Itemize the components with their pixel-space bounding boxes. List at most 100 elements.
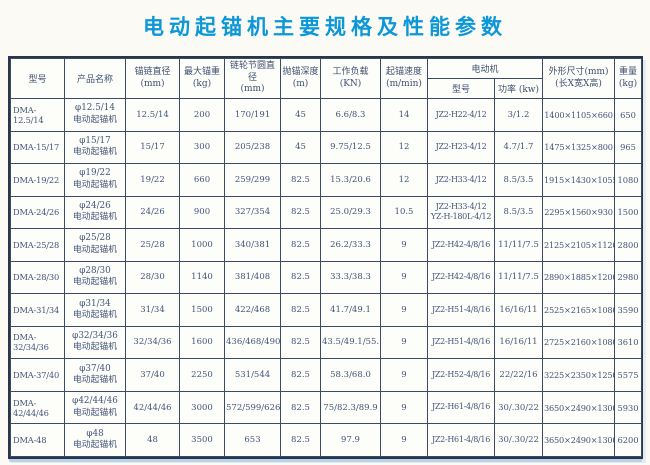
cell-chain-diameter: 32/34/36 [125,325,180,360]
cell-sprocket-diameter: 381/408 [224,260,281,295]
cell-anchor-depth: 82.5 [280,390,321,425]
product-type: 电动起锚机 [73,114,117,125]
cell-max-anchor-weight: 900 [179,195,225,230]
header-hoisting-speed: 起锚速度 (m/min) [380,58,428,99]
cell-model: DMA-48 [10,423,65,457]
cell-max-anchor-weight: 1500 [179,293,225,327]
motor-model-1: JZ2-H42-4/8/16 [432,272,490,282]
cell-chain-diameter: 31/34 [125,293,180,327]
header-speed-label: 起锚速度 [385,66,422,77]
header-sprocket-diameter: 链轮节圆直径 (mm) [224,58,281,99]
cell-motor-power: 4.7/1.7 [493,130,544,165]
header-weight-label: 重量 [619,66,638,77]
cell-weight: 2800 [614,228,643,262]
cell-motor-model: JZ2-H52-4/8/16 [427,358,495,392]
cell-chain-diameter: 25/28 [125,228,180,262]
motor-model-1: JZ2-H52-4/8/16 [432,369,490,379]
header-speed-unit: (m/min) [386,78,422,89]
cell-weight: 1500 [614,195,643,230]
product-type: 电动起锚机 [73,309,117,320]
cell-product-name: φ12.5/14 电动起锚机 [64,98,126,132]
cell-hoisting-speed: 12 [380,130,428,165]
cell-chain-diameter: 15/17 [125,130,180,165]
cell-product-name: φ15/17 电动起锚机 [64,130,126,165]
cell-working-load: 25.0/29.3 [320,195,381,230]
cell-working-load: 6.6/8.3 [320,98,381,132]
header-row-1: 型号 产品名称 锚链直径 (mm) 最大锚重 (kg) 链轮节圆直径 (mm) 抛锚深… [10,58,643,99]
header-anchor-label: 最大锚重 [183,66,220,77]
header-dims-unit: (长X宽X高) [555,78,602,89]
cell-max-anchor-weight: 3500 [179,423,225,457]
cell-model: DMA-12.5/14 [10,98,65,132]
cell-hoisting-speed: 14 [380,98,428,132]
cell-motor-power: 11/11/7.5 [493,228,544,262]
cell-weight: 5930 [614,390,643,425]
motor-model-1: JZ2-H33-4/12 [435,201,487,211]
cell-anchor-depth: 45 [280,130,321,165]
cell-working-load: 15.3/20.6 [320,163,381,197]
cell-weight: 5575 [614,358,643,392]
motor-model-1: JZ2-H42-4/8/16 [432,239,490,249]
cell-dimensions: 1915×1430×1055 [542,163,616,197]
motor-model-2: YZ-H-180L-4/12 [430,212,492,222]
cell-model: DMA-25/28 [10,228,65,262]
header-weight-unit: (kg) [618,78,638,89]
cell-motor-model: JZ2-H33-4/12 [427,163,495,197]
motor-model-1: JZ2-H22-4/12 [435,109,487,119]
cell-max-anchor-weight: 3000 [179,390,225,425]
cell-hoisting-speed: 10.5 [380,195,428,230]
cell-anchor-depth: 82.5 [280,228,321,262]
header-depth-unit: (m) [292,78,309,89]
header-chain-diameter: 锚链直径 (mm) [125,58,180,99]
cell-chain-diameter: 12.5/14 [125,98,180,132]
cell-working-load: 33.3/38.3 [320,260,381,295]
table-row: DMA-24/26 φ24/26 电动起锚机 24/26 900 327/354 … [10,195,643,230]
header-motor-power: 功率 (kw) [493,78,544,99]
header-anchor-unit: (kg) [192,78,212,89]
cell-anchor-depth: 82.5 [280,293,321,327]
cell-motor-model: JZ2-H61-4/8/16 [427,390,495,425]
cell-sprocket-diameter: 259/299 [224,163,281,197]
motor-model-1: JZ2-H61-4/8/16 [432,402,490,412]
product-size: φ48 [86,428,104,439]
header-dimensions: 外形尺寸(mm) (长X宽X高) [542,58,616,99]
cell-product-name: φ31/34 电动起锚机 [64,293,126,327]
cell-motor-model: JZ2-H42-4/8/16 [427,228,495,262]
page-title: 电动起锚机主要规格及性能参数 [143,15,507,39]
cell-sprocket-diameter: 653 [224,423,281,457]
cell-motor-power: 22/22/16 [493,358,544,392]
cell-working-load: 43.5/49.1/55.1 [320,325,381,360]
product-size: φ37/40 [79,363,111,374]
motor-model-1: JZ2-H51-4/8/16 [432,304,490,314]
product-size: φ12.5/14 [75,103,115,114]
product-size: φ32/34/36 [72,331,118,342]
table-row: DMA-12.5/14 φ12.5/14 电动起锚机 12.5/14 200 17… [10,98,643,132]
cell-max-anchor-weight: 1140 [179,260,225,295]
cell-sprocket-diameter: 572/599/626 [224,390,281,425]
cell-weight: 3610 [614,325,643,360]
product-type: 电动起锚机 [73,375,117,386]
table-header: 型号 产品名称 锚链直径 (mm) 最大锚重 (kg) 链轮节圆直径 (mm) 抛锚深… [10,58,643,99]
cell-hoisting-speed: 9 [380,325,428,360]
cell-motor-model: JZ2-H33-4/12 YZ-H-180L-4/12 [427,195,495,230]
cell-dimensions: 2725×2160×1080 [542,325,616,360]
cell-weight: 3590 [614,293,643,327]
cell-motor-power: 30/.30/22 [493,390,544,425]
product-size: φ42/44/46 [72,396,118,407]
spec-table: 型号 产品名称 锚链直径 (mm) 最大锚重 (kg) 链轮节圆直径 (mm) 抛锚深… [10,58,643,457]
cell-dimensions: 3650×2490×1300 [542,423,616,457]
cell-motor-power: 30/.30/22 [493,423,544,457]
cell-product-name: φ48 电动起锚机 [64,423,126,457]
cell-dimensions: 3225×2350×1250 [542,358,616,392]
cell-weight: 965 [614,130,643,165]
cell-hoisting-speed: 9 [380,228,428,262]
cell-motor-power: 16/16/11 [493,293,544,327]
cell-working-load: 58.3/68.0 [320,358,381,392]
cell-max-anchor-weight: 1600 [179,325,225,360]
cell-weight: 1080 [614,163,643,197]
cell-motor-power: 3/1.2 [493,98,544,132]
product-type: 电动起锚机 [73,277,117,288]
header-motor-group: 电动机 [426,58,544,79]
product-type: 电动起锚机 [73,440,117,451]
product-size: φ24/26 [79,200,111,211]
